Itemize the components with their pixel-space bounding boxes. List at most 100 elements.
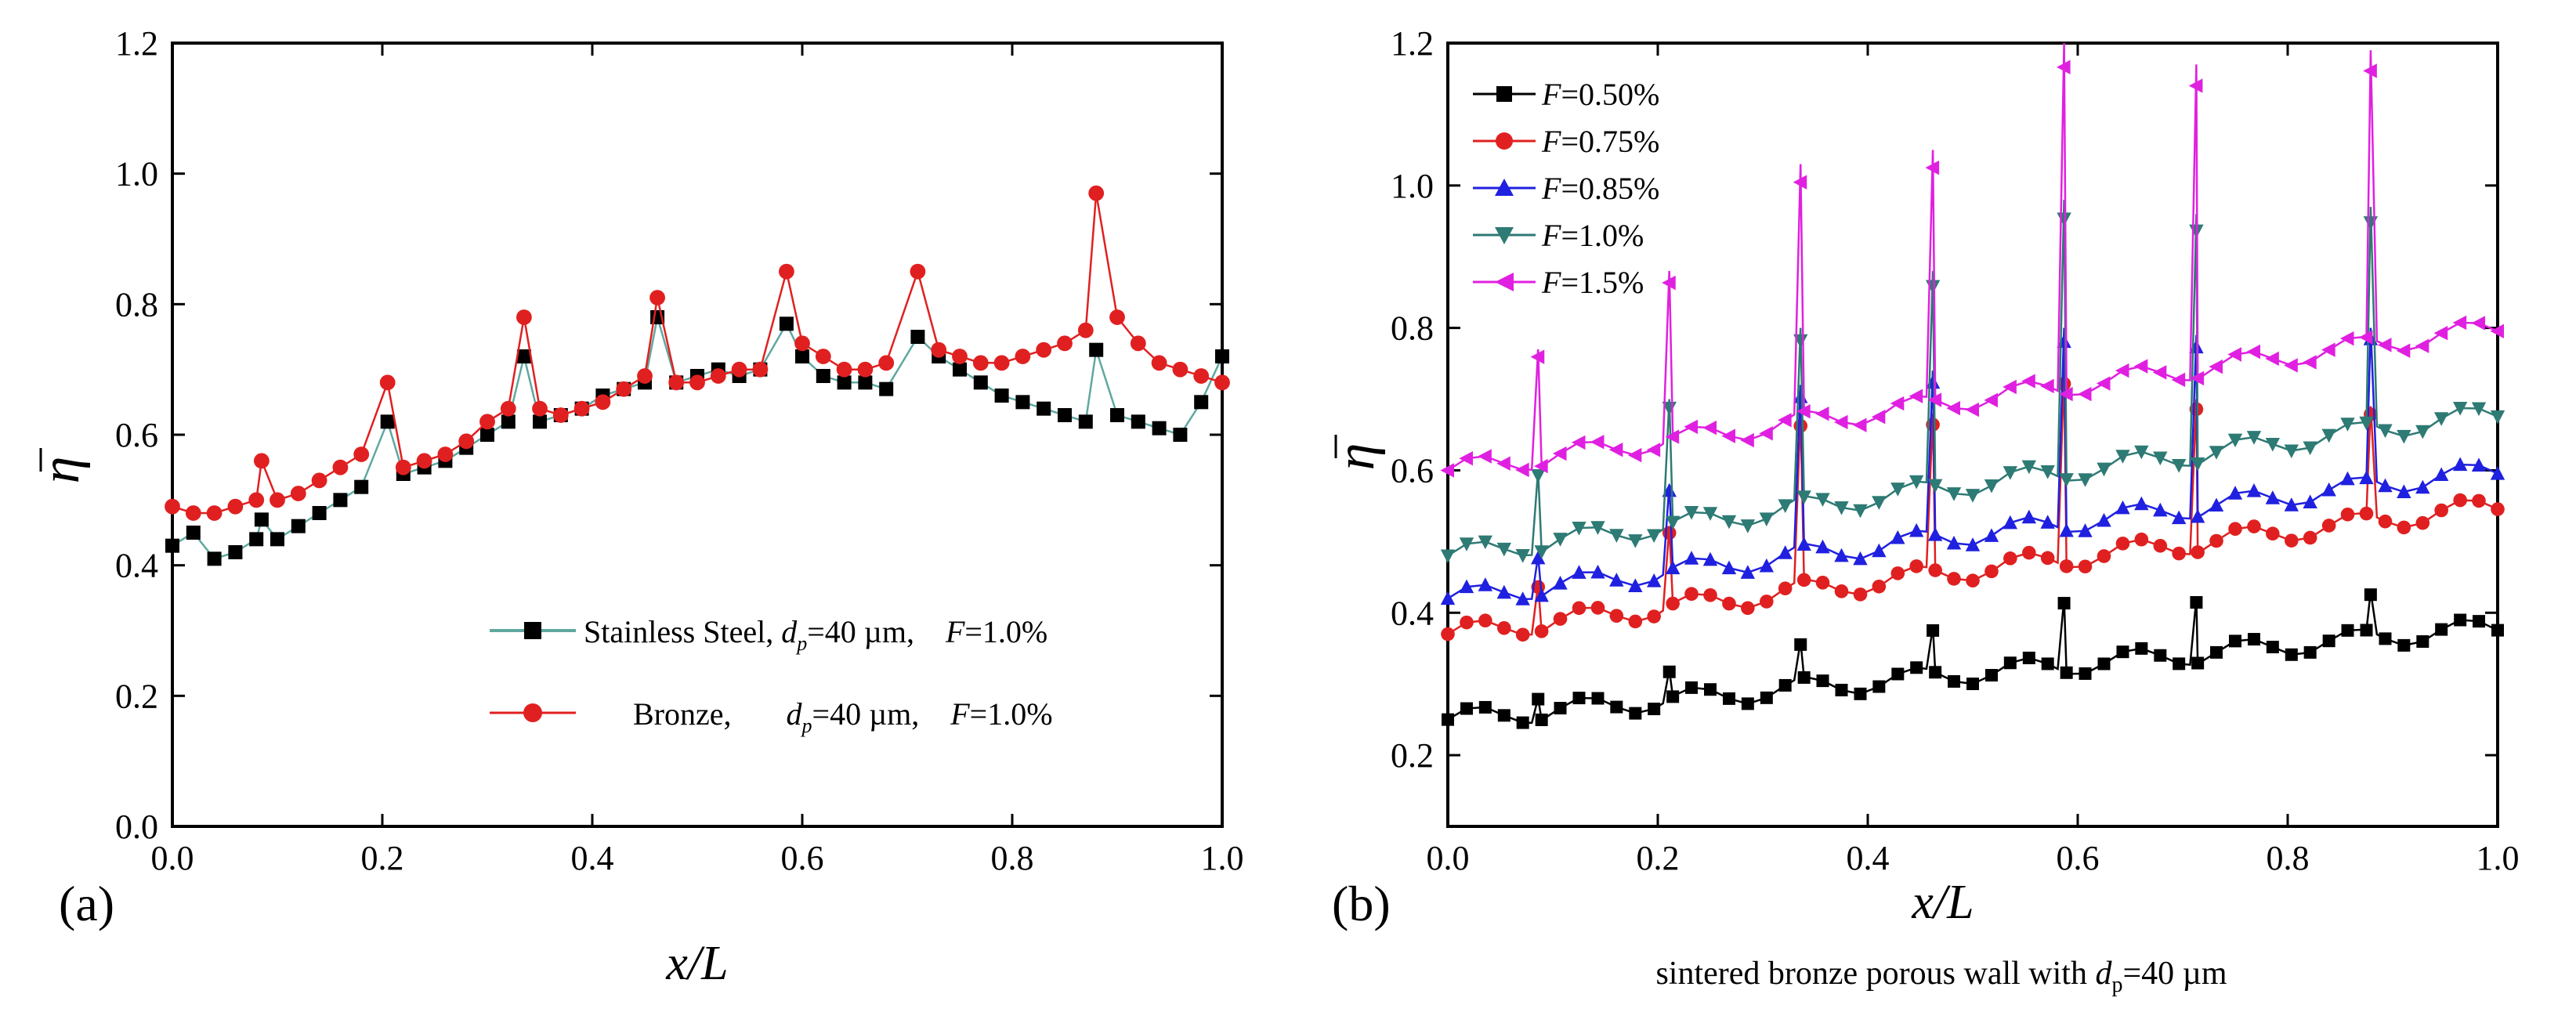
- panel-b-series-3-point: [2190, 508, 2205, 523]
- panel-b-label: (b): [1332, 876, 1391, 931]
- panel-b-series-4-point: [1496, 542, 1512, 557]
- panel-b-series-4-point: [1478, 535, 1493, 550]
- panel-a-series-1-point: [1037, 401, 1051, 416]
- panel-b-series-3-point: [2134, 496, 2149, 511]
- panel-b-series-4-point: [1628, 534, 1643, 548]
- panel-b-series-3-point: [1646, 573, 1662, 587]
- panel-b-series-1-point: [1722, 692, 1735, 705]
- panel-b-series-4-point: [1590, 521, 1605, 535]
- panel-b-series-1-point: [1516, 716, 1529, 729]
- panel-a-series-2-point: [379, 374, 396, 391]
- panel-b-series-5-point: [2452, 315, 2467, 331]
- panel-b-series-2-point: [2472, 493, 2486, 508]
- legend-b-F-3: F: [1541, 171, 1561, 206]
- legend-b-text-1: F=0.50%: [1541, 77, 1659, 112]
- panel-b-series-2-point: [1460, 615, 1474, 630]
- panel-a-series-2-point: [1214, 374, 1230, 391]
- panel-a-series-1-point: [354, 479, 369, 494]
- legend-b-entry-4: F=1.0%: [1473, 218, 1644, 253]
- panel-a-ytick-label: 1.0: [115, 155, 158, 193]
- panel-a-series-2-point: [479, 414, 495, 430]
- panel-a-series-1-point: [973, 375, 988, 390]
- panel-b-series-5-point: [1552, 446, 1567, 461]
- panel-b-series-4-point: [2397, 429, 2411, 444]
- panel-a-series-2-point: [815, 349, 831, 364]
- panel-b-series-1-point: [1554, 702, 1567, 715]
- legend-b-val-1: =0.50%: [1561, 77, 1659, 112]
- panel-b-series-3-point: [2171, 510, 2187, 525]
- panel-b-series-3-point: [2490, 466, 2505, 480]
- legend-a-text-2: Bronze, dp=40 µm, F=1.0%: [633, 696, 1053, 737]
- panel-b-xlabel: x/L: [1911, 876, 1974, 929]
- panel-a-series-1-point: [858, 375, 873, 390]
- panel-b-series-1-point: [1854, 687, 1867, 700]
- panel-b-series-1-point: [1460, 702, 1473, 715]
- panel-b-series-5-point: [2490, 324, 2504, 338]
- legend-b-text-4: F=1.0%: [1541, 218, 1644, 253]
- panel-a-label: (a): [59, 876, 114, 931]
- panel-b-series-3-point: [2321, 482, 2336, 497]
- panel-a-ytick-label: 0.8: [115, 285, 158, 324]
- panel-b-series-2-point: [2397, 520, 2411, 535]
- panel-b-series-5-point: [1721, 428, 1735, 443]
- panel-a-xtick-label: 0.4: [571, 839, 614, 877]
- panel-b-series-2-point: [1684, 587, 1699, 602]
- panel-b-series-3-point: [1984, 528, 1999, 542]
- panel-a-series-2-point: [836, 361, 852, 378]
- panel-b-xtick-label: 0.0: [1427, 839, 1470, 877]
- legend-a-dval-2: =40 µm,: [812, 696, 951, 732]
- panel-a-series-2-point: [972, 355, 989, 371]
- panel-b-ylabel: η: [1326, 435, 1386, 470]
- panel-a-series-2-point: [931, 342, 947, 358]
- panel-b-series-4-point: [1440, 549, 1456, 564]
- panel-b-series-5-point: [1965, 402, 1979, 418]
- panel-a-series-1-point: [270, 532, 284, 547]
- panel-b-series-1-point: [2454, 613, 2467, 627]
- legend-a-material-1: Stainless Steel,: [584, 614, 781, 649]
- panel-a-series-2-point: [311, 472, 327, 489]
- panel-b-series-5-point: [1571, 435, 1586, 450]
- panel-b-series-2-point: [2209, 533, 2223, 548]
- panel-a-tick-labels: 0.0 0.2 0.4 0.6 0.8 1.0 0.0 0.2 0.4 0.6 0.8 1.0 1.2: [115, 24, 1244, 877]
- panel-b-series-3-point: [1796, 537, 1811, 551]
- panel-b-series-2-point: [1497, 620, 1511, 635]
- panel-b-series-1-point: [1591, 692, 1605, 705]
- panel-b-series-4-point: [2359, 416, 2374, 431]
- panel-b-series-5-point: [2433, 326, 2448, 341]
- panel-b-series-5-point: [2190, 371, 2205, 386]
- panel-b-series-1-point: [2360, 624, 2373, 637]
- panel-b-note-sub: p: [2111, 973, 2122, 997]
- legend-a-swatch-marker-2: [523, 703, 542, 722]
- panel-a-series-2-point: [227, 498, 244, 515]
- panel-b-series-2-point: [2266, 526, 2280, 541]
- panel-b-ylabel-text: η: [1326, 443, 1386, 471]
- panel-a-series-1-point: [1215, 349, 1229, 363]
- panel-b-series-4-point: [2021, 460, 2037, 475]
- panel-b-series-5-point: [2003, 379, 2017, 395]
- panel-b-series-1: [1442, 588, 2504, 729]
- panel-a-series-1-point: [1110, 408, 1124, 422]
- panel-a-series-2-point: [290, 486, 306, 501]
- panel-b-series-3-point: [1721, 560, 1737, 575]
- panel-b-series-5-point: [1515, 462, 1529, 478]
- legend-a-d-2: d: [787, 696, 803, 732]
- panel-b-series-1-spike-point: [1532, 692, 1545, 706]
- panel-b-series-3-point: [2003, 515, 2018, 530]
- panel-b-series-2-point: [2115, 537, 2130, 551]
- panel-b-xtick-label: 0.4: [1847, 839, 1890, 877]
- panel-b-series-1-spike-point: [2364, 588, 2377, 602]
- panel-a-series-1-point: [1131, 414, 1145, 429]
- panel-a-series-1-point: [779, 316, 794, 331]
- panel-b-series-2-point: [2303, 530, 2317, 545]
- panel-b-series-1-spike-point: [1794, 638, 1807, 651]
- panel-b-series-4-point: [1908, 475, 1924, 490]
- panel-b-series-2-point: [2247, 519, 2261, 533]
- panel-b-series-1-point: [1948, 674, 1961, 688]
- panel-a-xlabel: x/L: [665, 937, 728, 990]
- panel-b-series-5-point: [1814, 407, 1829, 421]
- panel-a-series-2-point: [1088, 185, 1105, 201]
- panel-b-series-5-point: [2077, 386, 2092, 402]
- panel-b-series-1-point: [1666, 690, 1680, 703]
- panel-b-series-1-spike-point: [1927, 624, 1940, 637]
- panel-b-series-3-point: [2115, 500, 2130, 515]
